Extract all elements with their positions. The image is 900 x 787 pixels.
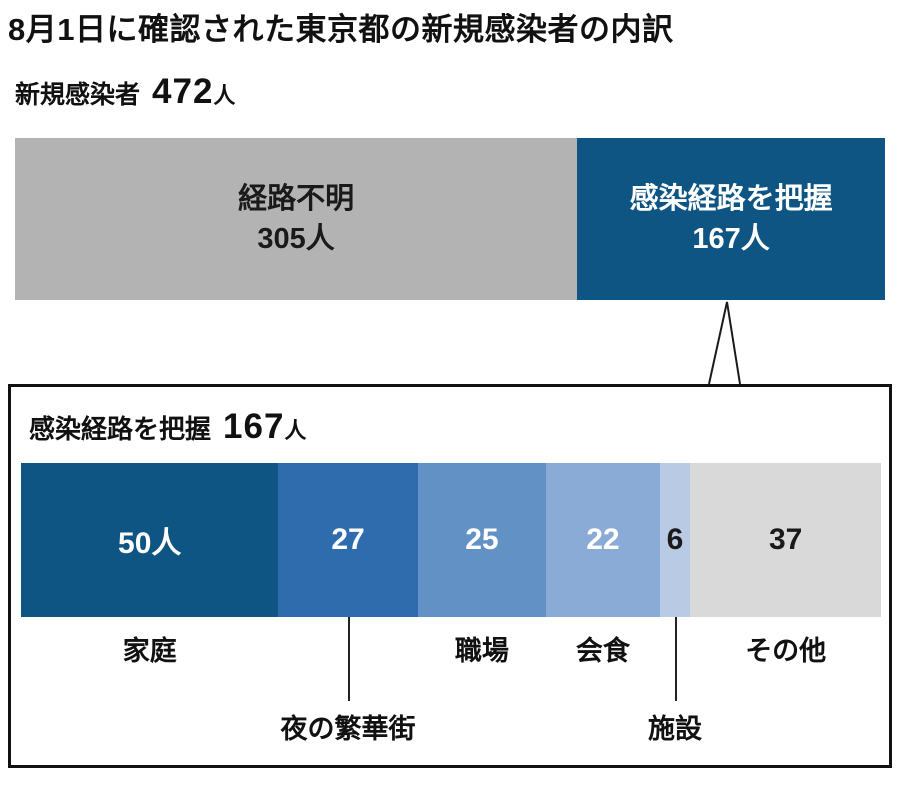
segment-household: 50人 (21, 463, 279, 618)
segment-nightlife-value: 27 (331, 523, 365, 557)
segment-facility: 6 (659, 463, 691, 618)
segment-route-known-value: 167人 (692, 223, 770, 256)
callout-label-nightlife: 夜の繁華街 (280, 714, 416, 745)
segment-route-unknown-value: 305人 (257, 223, 335, 256)
segment-route-unknown-label: 経路不明 (238, 182, 355, 215)
top-total-label: 新規感染者 (15, 81, 141, 110)
segment-household-value: 50人 (118, 527, 182, 561)
below-labels-row: 家庭 職場 会食 その他 (21, 617, 881, 668)
detail-total-value: 167 (223, 407, 285, 447)
segment-route-unknown: 経路不明 305人 (15, 138, 578, 301)
detail-box: 感染経路を把握 167 人 50人 27 25 22 6 37 (8, 384, 892, 769)
segment-route-known-label: 感染経路を把握 (629, 182, 833, 215)
segment-dining: 22 (546, 463, 660, 618)
callout-line-nightlife (348, 617, 350, 702)
detail-total-label: 感染経路を把握 (29, 414, 212, 445)
top-stacked-bar: 経路不明 305人 感染経路を把握 167人 (15, 138, 885, 301)
segment-facility-value: 6 (666, 523, 684, 557)
segment-nightlife: 27 (278, 463, 418, 618)
detail-total-unit: 人 (284, 418, 307, 444)
label-other: その他 (745, 636, 827, 667)
label-dining: 会食 (575, 636, 630, 667)
detail-stacked-bar: 50人 27 25 22 6 37 (21, 463, 881, 618)
label-household: 家庭 (122, 636, 177, 667)
segment-route-known: 感染経路を把握 167人 (577, 138, 885, 301)
top-total-unit: 人 (213, 83, 236, 109)
connector-pointer-lines (708, 302, 741, 385)
detail-chart-heading: 感染経路を把握 167 人 (29, 407, 871, 447)
segment-other-value: 37 (769, 523, 803, 557)
segment-other: 37 (690, 463, 881, 618)
detail-bar-annotations: 家庭 職場 会食 その他 夜の繁華街 施設 (21, 617, 881, 763)
label-workplace: 職場 (454, 636, 509, 667)
segment-workplace-value: 25 (465, 523, 499, 557)
callout-line-facility (675, 617, 677, 702)
top-chart-heading: 新規感染者 472 人 (15, 72, 885, 112)
page-title: 8月1日に確認された東京都の新規感染者の内訳 (8, 12, 674, 47)
segment-dining-value: 22 (586, 523, 620, 557)
top-total-value: 472 (152, 72, 214, 112)
callout-label-facility: 施設 (648, 714, 702, 745)
segment-workplace: 25 (417, 463, 547, 618)
